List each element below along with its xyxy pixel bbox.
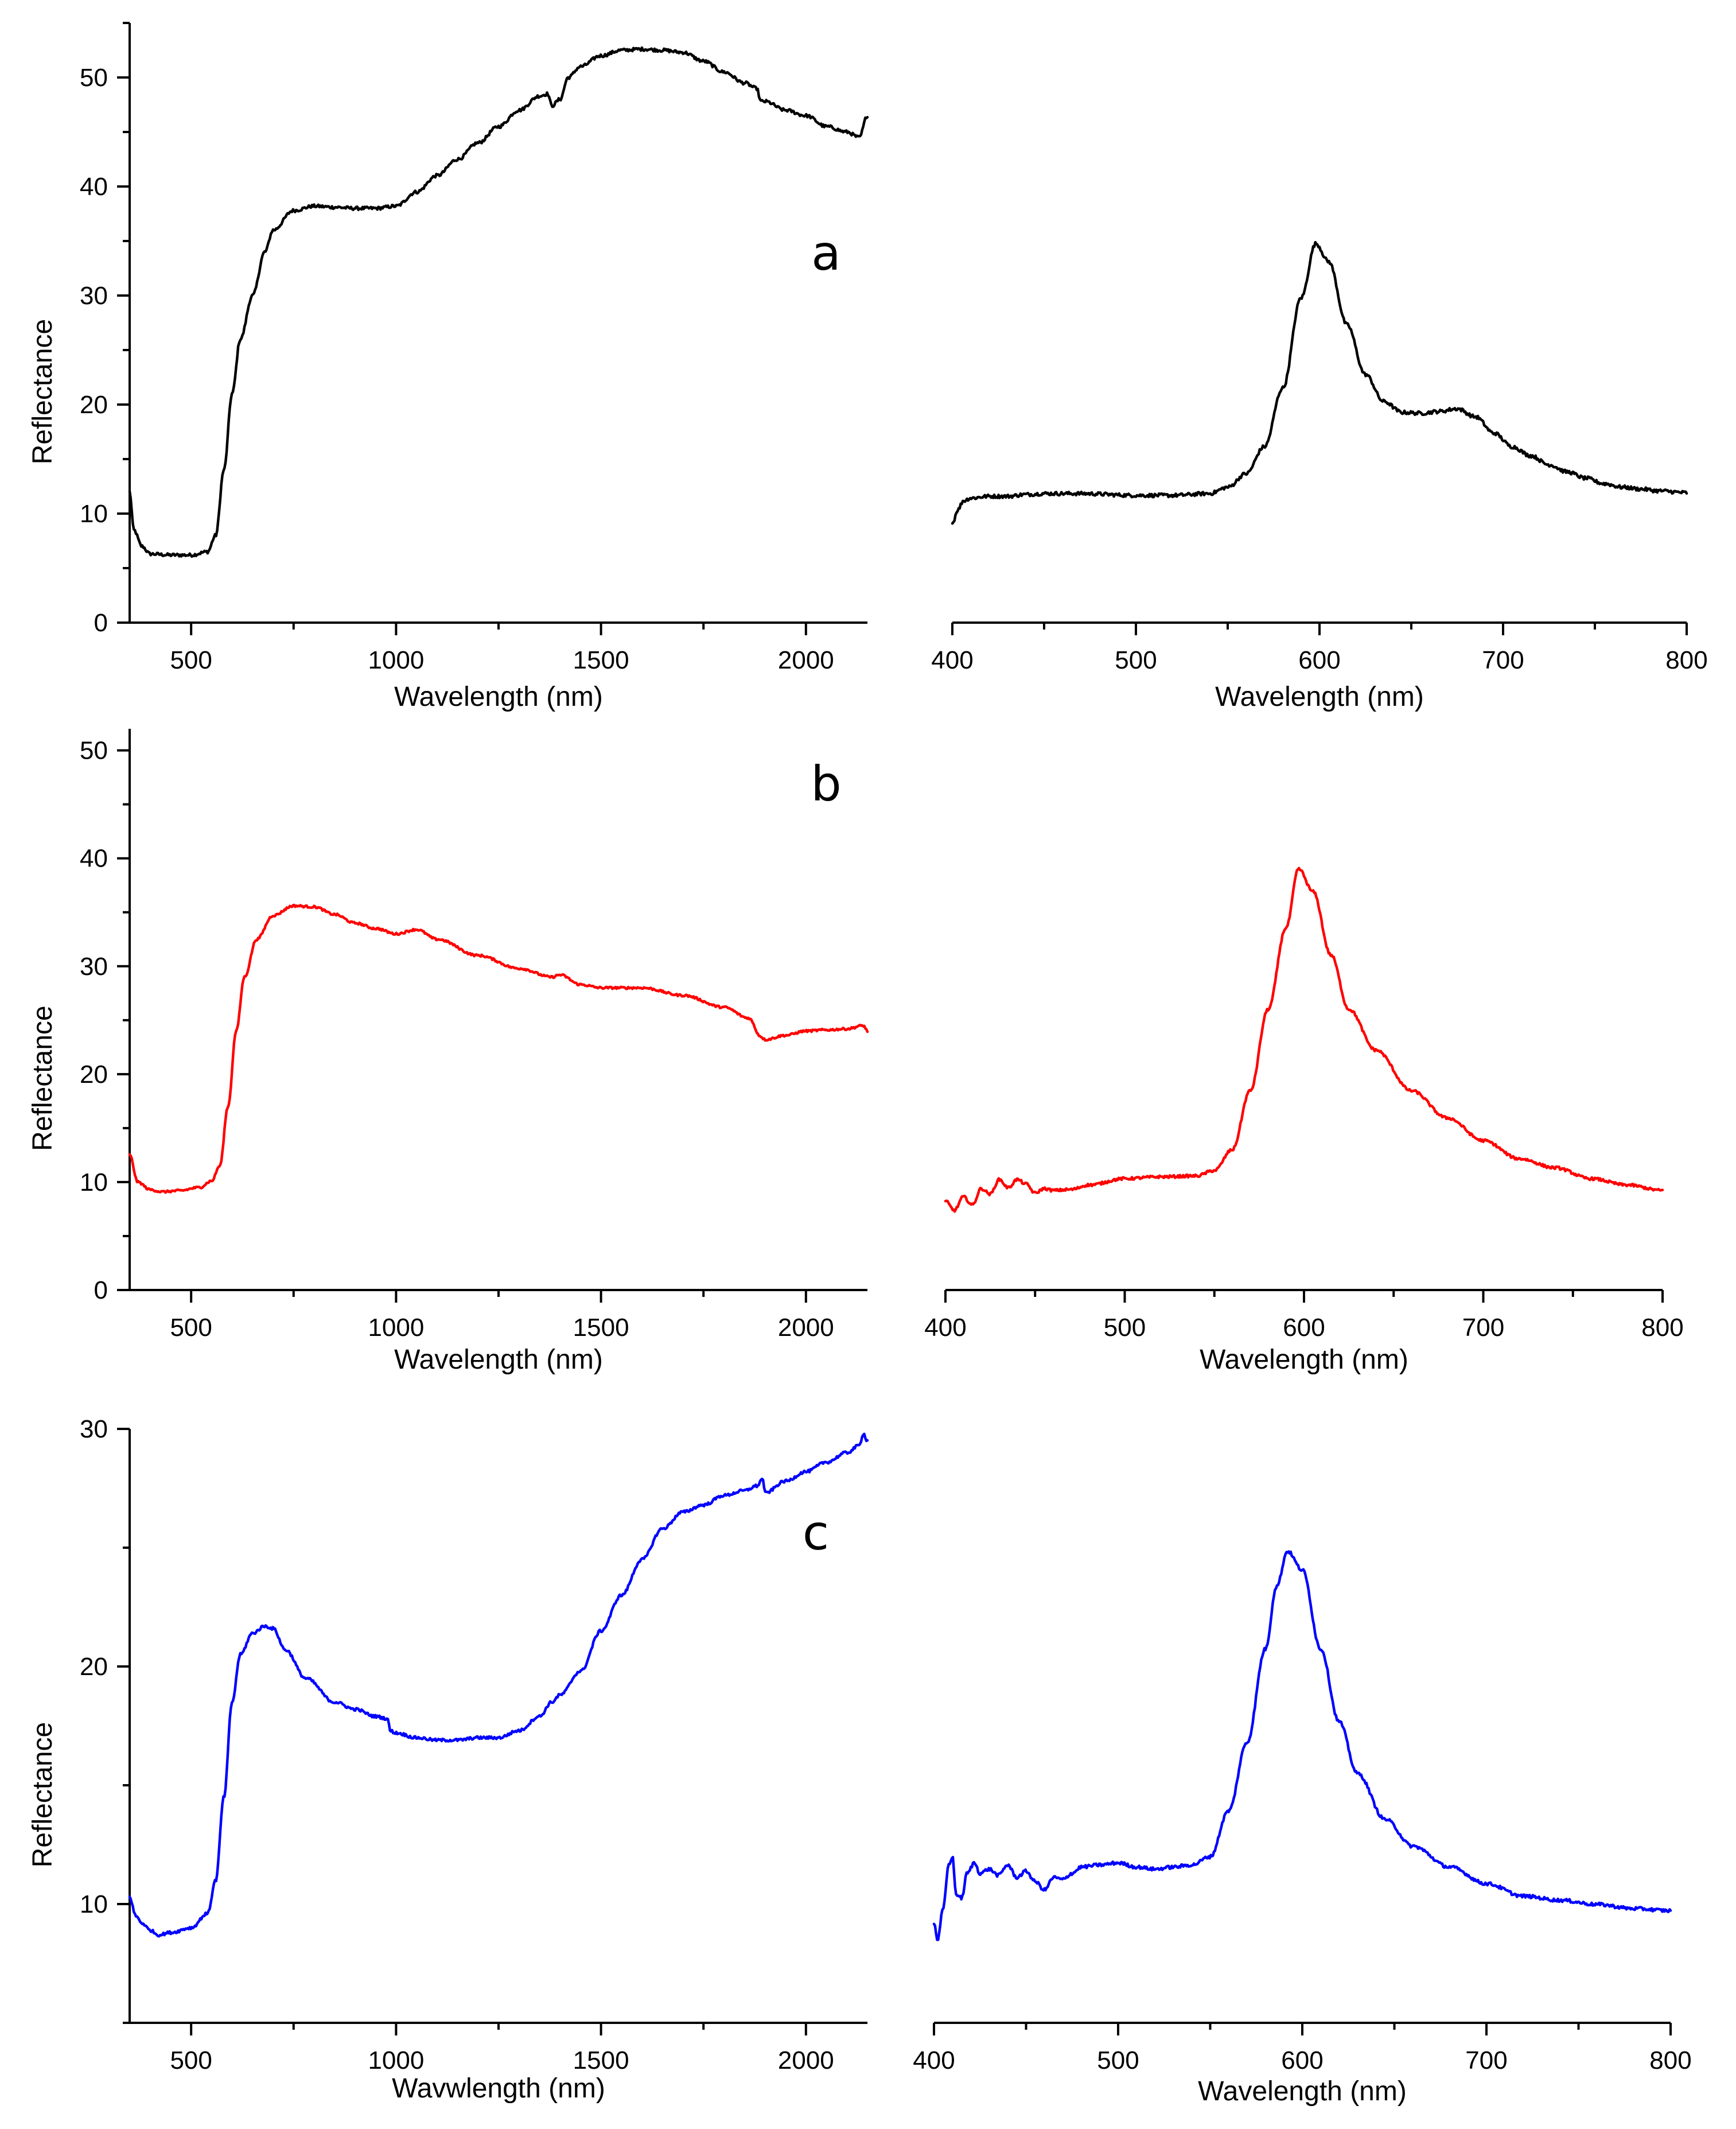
chart-a-visible-x-tick-label: 800 <box>1665 646 1707 674</box>
chart-a-visible-x-tick-label: 500 <box>1115 646 1157 674</box>
chart-b-full-y-tick-label: 40 <box>80 845 108 873</box>
chart-b-full-y-tick-label: 10 <box>80 1168 108 1196</box>
chart-c-full-panel-label: c <box>803 1505 829 1561</box>
chart-a-full-x-tick-label: 1000 <box>368 646 424 674</box>
chart-c-visible-x-tick-label: 600 <box>1281 2046 1323 2074</box>
chart-c-full-series-line <box>128 1432 869 1938</box>
chart-b-full-y-axis-title: Reflectance <box>28 1005 58 1151</box>
chart-a-full-y-tick-label: 20 <box>80 391 108 419</box>
chart-b-full-series-line <box>128 903 869 1194</box>
chart-a-visible-series-line <box>951 240 1688 525</box>
chart-b-visible-x-axis-title: Wavelength (nm) <box>1200 1345 1408 1375</box>
chart-b-visible-x-tick-label: 500 <box>1104 1314 1146 1342</box>
chart-a-visible-x-tick-label: 400 <box>931 646 973 674</box>
chart-c-visible-x-tick-label: 500 <box>1097 2046 1139 2074</box>
chart-c-full-x-tick-label: 2000 <box>778 2046 834 2074</box>
chart-b-full-y-tick-label: 0 <box>94 1276 108 1304</box>
chart-c-visible-series-line <box>932 1550 1672 1941</box>
chart-a-full-x-tick-label: 2000 <box>778 646 834 674</box>
chart-a-full-y-tick-label: 0 <box>94 609 108 637</box>
chart-b-full-y-tick-label: 20 <box>80 1060 108 1089</box>
chart-c-visible-x-axis-title: Wavelength (nm) <box>1198 2076 1407 2107</box>
chart-b-visible-x-tick-label: 700 <box>1462 1314 1504 1342</box>
chart-c-full-y-tick-label: 20 <box>80 1653 108 1681</box>
chart-b-full-y-tick-label: 50 <box>80 737 108 765</box>
chart-a-visible-x-axis-title: Wavelength (nm) <box>1215 682 1424 712</box>
chart-c-full-x-tick-label: 1500 <box>573 2046 629 2074</box>
chart-a-full-y-tick-label: 50 <box>80 64 108 92</box>
chart-b-full-x-tick-label: 1500 <box>573 1314 629 1342</box>
chart-a-full-series-line <box>128 46 869 558</box>
chart-c-full-y-axis-title: Reflectance <box>28 1722 58 1867</box>
chart-a-visible-x-tick-label: 600 <box>1298 646 1340 674</box>
chart-b-visible-series-line <box>944 867 1664 1213</box>
chart-b-visible-x-tick-label: 800 <box>1641 1314 1683 1342</box>
chart-a-full-x-axis-title: Wavelength (nm) <box>394 682 603 712</box>
chart-b-full-y-tick-label: 30 <box>80 953 108 981</box>
chart-a-full-x-tick-label: 1500 <box>573 646 629 674</box>
chart-c-visible-x-tick-label: 800 <box>1649 2046 1691 2074</box>
chart-b-full-x-axis-title: Wavelength (nm) <box>394 1345 603 1375</box>
chart-a-visible-x-tick-label: 700 <box>1482 646 1524 674</box>
chart-c-full-y-tick-label: 30 <box>80 1415 108 1443</box>
chart-a-full-x-tick-label: 500 <box>170 646 212 674</box>
chart-b-visible-x-tick-label: 400 <box>924 1314 966 1342</box>
chart-b-full-panel-label: b <box>811 756 841 812</box>
chart-b-full-x-tick-label: 500 <box>170 1314 212 1342</box>
chart-a-full-y-axis-title: Reflectance <box>28 319 58 464</box>
chart-c-full-y-tick-label: 10 <box>80 1890 108 1918</box>
chart-a-full-panel-label: a <box>811 225 840 281</box>
chart-a-full-y-tick-label: 30 <box>80 282 108 310</box>
chart-b-visible-x-tick-label: 600 <box>1283 1314 1325 1342</box>
chart-c-full-x-axis-title: Wavwlength (nm) <box>392 2073 605 2104</box>
chart-a-full-y-tick-label: 40 <box>80 173 108 201</box>
chart-c-visible-x-tick-label: 700 <box>1465 2046 1507 2074</box>
chart-a-full-y-tick-label: 10 <box>80 500 108 528</box>
chart-c-full-x-tick-label: 1000 <box>368 2046 424 2074</box>
chart-c-full-x-tick-label: 500 <box>170 2046 212 2074</box>
chart-c-visible-x-tick-label: 400 <box>913 2046 955 2074</box>
chart-b-full-x-tick-label: 2000 <box>778 1314 834 1342</box>
chart-b-full-x-tick-label: 1000 <box>368 1314 424 1342</box>
